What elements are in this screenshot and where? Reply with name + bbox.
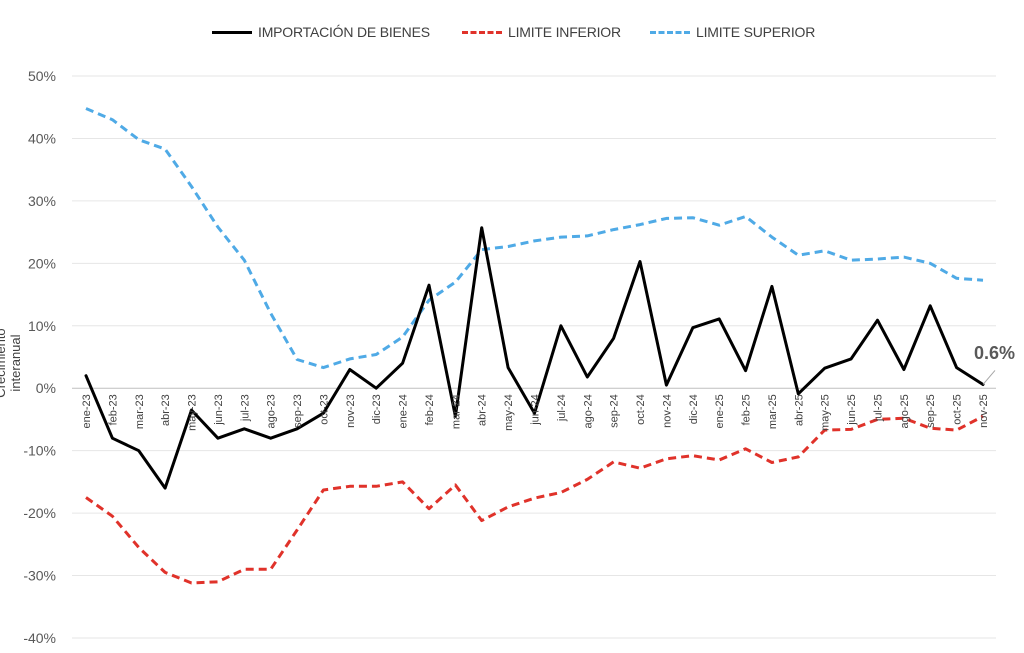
legend-label-limite-inferior: LIMITE INFERIOR [508, 24, 621, 40]
x-tick-label: may-25 [820, 394, 832, 431]
x-tick-label: mar-24 [450, 394, 462, 429]
x-tick-label: may-23 [187, 394, 199, 431]
x-tick-label: ago-25 [899, 394, 911, 428]
x-tick-label: abr-24 [477, 394, 489, 426]
series-line-1 [85, 414, 984, 585]
x-axis-ticks: ene-23 feb-23 mar-23 abr-23 may-23 jun-23 jul-… [81, 394, 990, 431]
x-tick-label: sep-23 [292, 394, 304, 428]
y-tick-label: 40% [28, 130, 56, 146]
x-tick-label: sep-25 [925, 394, 937, 428]
x-tick-label: jul-25 [872, 394, 884, 422]
x-tick-label: jun-23 [213, 394, 225, 426]
x-tick-label: jun-24 [530, 394, 542, 426]
y-axis-label: Crecimiento interanual [0, 328, 23, 398]
x-tick-label: nov-23 [345, 394, 357, 428]
y-tick-label: 50% [28, 68, 56, 84]
y-tick-label: 20% [28, 255, 56, 271]
x-tick-label: ene-24 [398, 394, 410, 428]
series-lines [84, 107, 985, 585]
x-tick-label: jul-23 [239, 394, 251, 422]
y-axis-ticks: 50% 40% 30% 20% 10% 0% -10% -20% -30% -40% [23, 68, 56, 646]
x-tick-label: feb-24 [424, 394, 436, 425]
x-tick-label: oct-23 [318, 394, 330, 425]
legend-item-limite-superior: LIMITE SUPERIOR [650, 20, 815, 44]
annotation-label: 0.6% [974, 343, 1015, 363]
gridlines [72, 75, 996, 639]
x-tick-label: feb-23 [107, 394, 119, 425]
series-line-0 [84, 226, 985, 490]
y-tick-label: -30% [23, 568, 56, 584]
x-tick-label: dic-24 [688, 394, 700, 424]
y-tick-label: 10% [28, 318, 56, 334]
legend-swatch-importacion [212, 30, 252, 34]
x-tick-label: mar-25 [767, 394, 779, 429]
x-tick-label: abr-25 [793, 394, 805, 426]
legend-item-importacion: IMPORTACIÓN DE BIENES [212, 20, 430, 44]
x-tick-label: may-24 [503, 394, 515, 431]
x-tick-label: jun-25 [846, 394, 858, 426]
x-tick-label: ene-25 [714, 394, 726, 428]
x-tick-label: feb-25 [741, 394, 753, 425]
y-tick-label: 0% [36, 380, 56, 396]
legend-swatch-limite-inferior [462, 30, 502, 34]
x-tick-label: ene-23 [81, 394, 93, 428]
legend-label-importacion: IMPORTACIÓN DE BIENES [258, 24, 430, 40]
x-tick-label: mar-23 [134, 394, 146, 429]
legend: IMPORTACIÓN DE BIENES LIMITE INFERIOR LI… [0, 20, 1024, 44]
legend-label-limite-superior: LIMITE SUPERIOR [696, 24, 816, 40]
legend-item-limite-inferior: LIMITE INFERIOR [462, 20, 621, 44]
y-tick-label: 30% [28, 193, 56, 209]
x-tick-label: ago-23 [266, 394, 278, 428]
annotation-leader [982, 370, 996, 385]
series-line-2 [85, 107, 984, 370]
x-tick-label: sep-24 [609, 394, 621, 428]
y-tick-label: -10% [23, 443, 56, 459]
x-tick-label: nov-24 [661, 394, 673, 428]
x-tick-label: ago-24 [582, 394, 594, 428]
x-tick-label: nov-25 [978, 394, 990, 428]
y-tick-label: -40% [23, 630, 56, 646]
x-tick-label: abr-23 [160, 394, 172, 426]
x-tick-label: oct-24 [635, 394, 647, 425]
x-tick-label: dic-23 [371, 394, 383, 424]
x-tick-label: jul-24 [556, 394, 568, 422]
legend-swatch-limite-superior [650, 30, 690, 34]
x-tick-label: oct-25 [952, 394, 964, 425]
annotations: 0.6% [974, 343, 1015, 385]
y-tick-label: -20% [23, 505, 56, 521]
